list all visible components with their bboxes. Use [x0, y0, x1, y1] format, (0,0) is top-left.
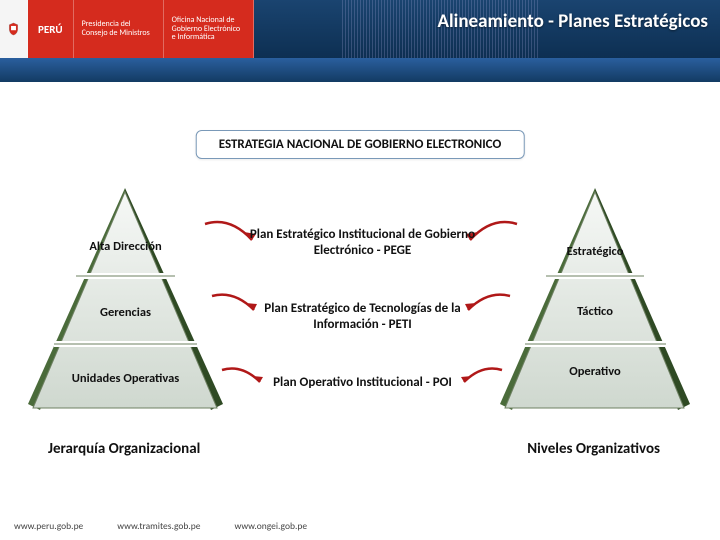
diagram-area: Alta Dirección Gerencias Unidades Operat…	[0, 180, 720, 480]
peru-shield-icon	[0, 0, 28, 58]
center-level-1: Plan Estratégico Institucional de Gobier…	[245, 227, 480, 260]
right-level-1: Estratégico	[563, 244, 628, 260]
logo-peru: PERÚ	[28, 0, 74, 58]
logo-pcm: Presidencia del Consejo de Ministros	[74, 0, 164, 58]
arrow-left-bot	[218, 366, 266, 398]
header-bar: PERÚ Presidencia del Consejo de Ministro…	[0, 0, 720, 58]
center-level-3: Plan Operativo Institucional - POI	[269, 375, 456, 391]
right-column: Estratégico Táctico Operativo	[490, 180, 700, 440]
caption-left: Jerarquía Organizacional	[48, 440, 200, 458]
logo-ongei: Oficina Nacional de Gobierno Electrónico…	[164, 0, 254, 58]
slide-title: Alineamiento - Planes Estratégicos	[437, 10, 708, 33]
arrow-right-bot	[458, 366, 506, 398]
footer-links: www.peru.gob.pe www.tramites.gob.pe www.…	[14, 520, 307, 532]
caption-right: Niveles Organizativos	[527, 440, 660, 458]
left-level-2: Gerencias	[96, 305, 155, 321]
left-column: Alta Dirección Gerencias Unidades Operat…	[18, 180, 233, 440]
header-logos: PERÚ Presidencia del Consejo de Ministro…	[0, 0, 254, 58]
left-level-3: Unidades Operativas	[68, 371, 184, 387]
footer-link-2: www.tramites.gob.pe	[117, 520, 200, 532]
center-column: Plan Estratégico Institucional de Gobier…	[245, 180, 480, 440]
footer-link-1: www.peru.gob.pe	[14, 520, 83, 532]
strategy-banner: ESTRATEGIA NACIONAL DE GOBIERNO ELECTRON…	[196, 130, 525, 159]
right-level-3: Operativo	[565, 364, 625, 380]
header-sub-band	[0, 58, 720, 82]
footer-link-3: www.ongei.gob.pe	[235, 520, 308, 532]
center-level-2: Plan Estratégico de Tecnologías de la In…	[245, 301, 480, 334]
left-level-1: Alta Dirección	[85, 239, 165, 255]
right-level-2: Táctico	[573, 304, 617, 320]
